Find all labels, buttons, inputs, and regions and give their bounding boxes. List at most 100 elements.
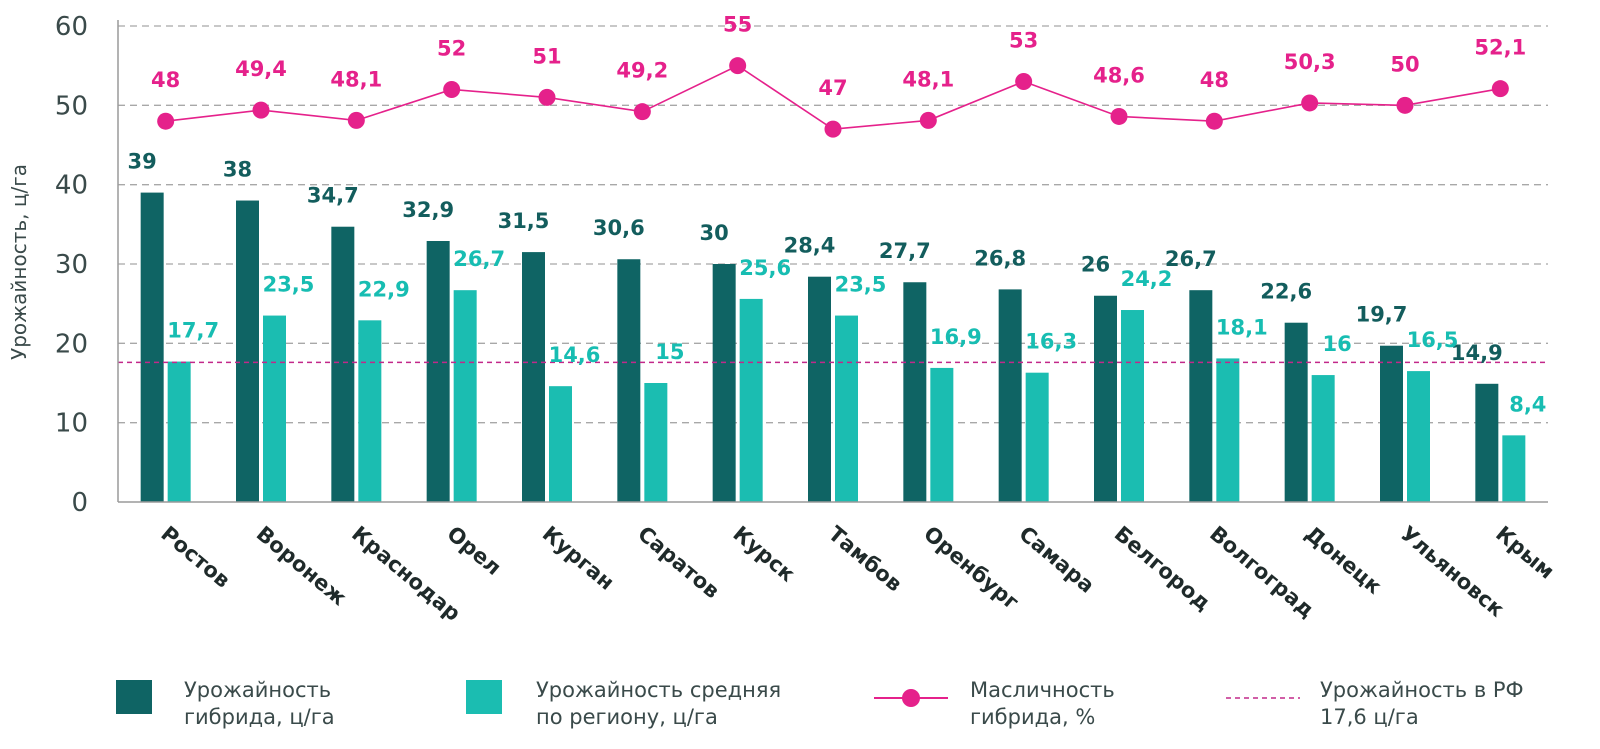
legend-label-rf-line2: 17,6 ц/га: [1320, 705, 1419, 729]
bar-region-6: [739, 298, 763, 502]
legend-hybrid-yield: Урожайность гибрида, ц/га: [116, 678, 335, 729]
data-label-oil-2: 48,1: [330, 67, 382, 91]
bar-region-7: [835, 315, 858, 502]
x-category-0: Ростов: [156, 521, 234, 592]
oil-point-0: [157, 112, 175, 130]
bar-region-14: [1502, 435, 1526, 502]
data-label-hybrid-5: 30,6: [593, 216, 645, 240]
bar-region-13: [1407, 371, 1430, 502]
data-label-hybrid-11: 26,7: [1165, 247, 1217, 271]
x-category-7: Тамбов: [824, 521, 907, 596]
data-label-oil-3: 52: [437, 36, 466, 60]
oil-content-line: [157, 57, 1509, 138]
bar-hybrid-12: [1284, 322, 1308, 502]
data-label-region-3: 26,7: [453, 247, 505, 271]
oil-point-11: [1205, 112, 1223, 130]
y-tick-40: 40: [55, 171, 88, 201]
bars: [140, 192, 1526, 503]
y-axis-label: Урожайность, ц/га: [7, 164, 31, 360]
bar-region-5: [644, 383, 668, 502]
data-label-region-9: 16,3: [1025, 330, 1077, 354]
data-label-hybrid-2: 34,7: [307, 184, 359, 208]
legend-rf-yield: Урожайность в РФ 17,6 ц/га: [1226, 678, 1524, 729]
oil-point-2: [347, 111, 365, 129]
bar-region-1: [263, 315, 286, 502]
data-label-hybrid-6: 30: [700, 221, 729, 245]
oil-point-1: [252, 101, 270, 119]
y-tick-10: 10: [55, 409, 88, 439]
oil-point-8: [919, 111, 937, 129]
x-category-13: Ульяновск: [1396, 521, 1509, 621]
legend-label-region-line1: Урожайность средняя: [536, 678, 781, 702]
data-label-hybrid-9: 26,8: [974, 246, 1026, 270]
data-label-hybrid-0: 39: [128, 150, 157, 174]
data-label-hybrid-14: 14,9: [1451, 341, 1503, 365]
y-tick-50: 50: [55, 91, 88, 121]
legend-region-yield: Урожайность средняя по региону, ц/га: [466, 678, 781, 729]
data-label-region-11: 18,1: [1216, 315, 1268, 339]
legend-label-hybrid-line1: Урожайность: [184, 678, 331, 702]
x-category-6: Курск: [728, 521, 799, 586]
data-label-region-10: 24,2: [1121, 267, 1173, 291]
x-category-5: Саратов: [633, 521, 724, 603]
bar-hybrid-10: [1094, 295, 1117, 502]
legend-label-rf-line1: Урожайность в РФ: [1320, 678, 1524, 702]
data-label-oil-10: 48,6: [1093, 63, 1145, 87]
legend-label-oil-line2: гибрида, %: [970, 705, 1095, 729]
data-label-oil-1: 49,4: [235, 57, 287, 81]
x-category-12: Донецк: [1300, 521, 1386, 598]
data-label-hybrid-10: 26: [1081, 253, 1110, 277]
data-label-region-13: 16,5: [1407, 328, 1459, 352]
oil-point-3: [443, 80, 461, 98]
bar-hybrid-8: [903, 282, 927, 502]
axes: [117, 20, 1548, 503]
oil-point-10: [1110, 107, 1128, 125]
bar-region-10: [1121, 310, 1144, 502]
data-label-hybrid-12: 22,6: [1260, 280, 1312, 304]
bar-region-4: [549, 386, 572, 502]
bar-hybrid-11: [1189, 290, 1213, 502]
x-category-14: Крым: [1491, 521, 1559, 583]
oil-point-5: [633, 103, 651, 121]
oil-point-4: [538, 88, 556, 106]
legend-label-region-line2: по региону, ц/га: [536, 705, 718, 729]
bar-hybrid-3: [426, 240, 450, 502]
data-label-oil-4: 51: [532, 44, 561, 68]
data-label-oil-0: 48: [151, 68, 180, 92]
x-category-11: Волгоград: [1205, 521, 1319, 622]
legend-swatch-oil-marker: [902, 689, 920, 707]
data-label-region-14: 8,4: [1509, 392, 1546, 416]
bar-region-9: [1025, 372, 1049, 502]
bar-region-2: [358, 320, 382, 502]
data-label-region-4: 14,6: [549, 343, 601, 367]
y-tick-60: 60: [55, 12, 88, 42]
bar-hybrid-7: [808, 276, 831, 502]
bar-hybrid-6: [712, 264, 736, 502]
data-label-oil-8: 48,1: [902, 67, 954, 91]
bar-hybrid-2: [331, 226, 355, 503]
oil-point-7: [824, 120, 842, 138]
data-label-region-2: 22,9: [358, 277, 410, 301]
data-label-oil-6: 55: [723, 13, 752, 37]
bar-hybrid-1: [236, 200, 259, 503]
data-label-hybrid-8: 27,7: [879, 239, 931, 263]
bar-hybrid-13: [1380, 345, 1403, 502]
y-tick-0: 0: [71, 488, 88, 518]
data-label-hybrid-4: 31,5: [498, 209, 550, 233]
bar-region-8: [930, 367, 954, 502]
data-label-region-1: 23,5: [263, 273, 315, 297]
bar-region-0: [167, 361, 191, 502]
data-label-oil-11: 48: [1200, 68, 1229, 92]
data-label-region-7: 23,5: [835, 273, 887, 297]
y-axis-ticks: 0 10 20 30 40 50 60: [55, 12, 88, 518]
oil-point-14: [1491, 80, 1509, 98]
bar-hybrid-9: [998, 289, 1022, 502]
data-label-oil-7: 47: [818, 76, 847, 100]
legend-swatch-region-yield: [466, 680, 502, 714]
data-label-hybrid-7: 28,4: [784, 234, 836, 258]
bar-hybrid-0: [140, 192, 164, 502]
data-label-oil-5: 49,2: [616, 59, 668, 83]
data-label-hybrid-13: 19,7: [1356, 303, 1408, 327]
oil-point-6: [729, 57, 747, 75]
